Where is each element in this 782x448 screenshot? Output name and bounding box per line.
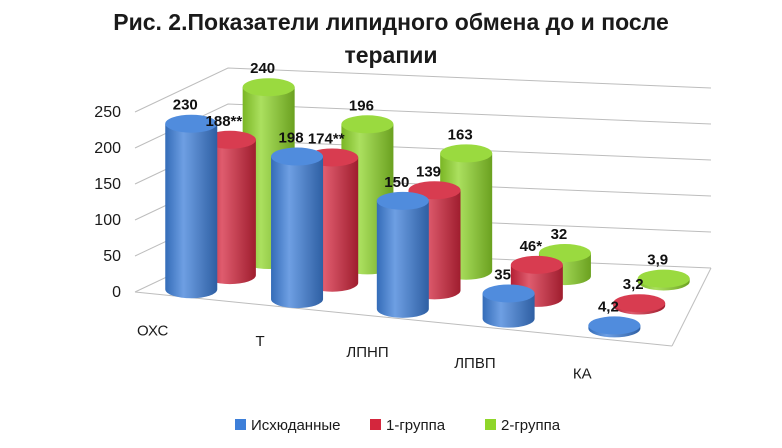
data-label: 35 (494, 266, 511, 283)
x-category-label: ЛПНП (346, 344, 388, 361)
data-label: 4,2 (598, 298, 619, 315)
data-label: 196 (349, 97, 374, 114)
data-label: 198 (279, 130, 304, 147)
bar (376, 191, 429, 318)
data-label: 230 (173, 97, 198, 114)
floor-edge (134, 291, 673, 347)
chart-title: Рис. 2.Показатели липидного обмена до и … (113, 9, 668, 35)
data-labels: 240 196 163 32 3,9 188** 174** 139 46* 3,2 230 198 1… (173, 60, 668, 315)
y-tick-label: 150 (94, 176, 121, 193)
bar-top (510, 255, 563, 274)
legend-label: Исхюданные (251, 417, 341, 434)
data-label: 188** (206, 113, 243, 130)
x-axis-categories: ОХС Т ЛПНП ЛПВП КА (137, 322, 592, 382)
data-label: 32 (551, 226, 568, 243)
y-tick-label: 50 (103, 248, 121, 265)
chart-subtitle: терапии (344, 42, 437, 68)
y-tick-label: 0 (112, 284, 121, 301)
data-label: 3,2 (623, 276, 644, 293)
bar (637, 269, 690, 291)
bar-top (637, 269, 690, 288)
bar-top (440, 144, 493, 163)
x-category-label: ОХС (137, 322, 169, 339)
data-label: 139 (416, 163, 441, 180)
data-label: 46* (520, 238, 543, 255)
x-category-label: Т (256, 333, 265, 350)
bar-top (482, 284, 535, 303)
bar-body (271, 156, 324, 309)
bar-top (165, 114, 218, 133)
bar (165, 114, 218, 299)
data-label: 3,9 (647, 252, 668, 269)
data-label: 150 (384, 174, 409, 191)
bar (588, 316, 641, 338)
floor-right-edge (671, 267, 712, 347)
bar-body (482, 293, 535, 328)
bar-top (341, 115, 394, 134)
bar-top (271, 147, 324, 166)
bar-body (376, 200, 429, 318)
bar-top (613, 294, 666, 313)
bars (165, 78, 690, 338)
bar (613, 294, 666, 315)
bar (271, 147, 324, 309)
x-category-label: КА (573, 366, 592, 383)
legend-swatch (235, 419, 246, 430)
legend-label: 2-группа (501, 417, 561, 434)
legend-swatch (485, 419, 496, 430)
x-category-label: ЛПВП (454, 355, 495, 372)
y-tick-label: 200 (94, 140, 121, 157)
legend-swatch (370, 419, 381, 430)
bar-top (242, 78, 295, 97)
bar-body (165, 123, 218, 299)
data-label: 163 (448, 126, 473, 143)
y-tick-label: 250 (94, 104, 121, 121)
legend-label: 1-группа (386, 417, 446, 434)
legend: Исхюданные 1-группа 2-группа (235, 417, 561, 434)
data-label: 240 (250, 60, 275, 77)
bar-top (588, 316, 641, 335)
bar-top (376, 191, 429, 210)
bar (482, 284, 535, 328)
y-tick-label: 100 (94, 212, 121, 229)
y-axis-ticks: 0 50 100 150 200 250 (94, 104, 121, 301)
data-label: 174** (308, 130, 345, 147)
gridline (134, 67, 712, 113)
